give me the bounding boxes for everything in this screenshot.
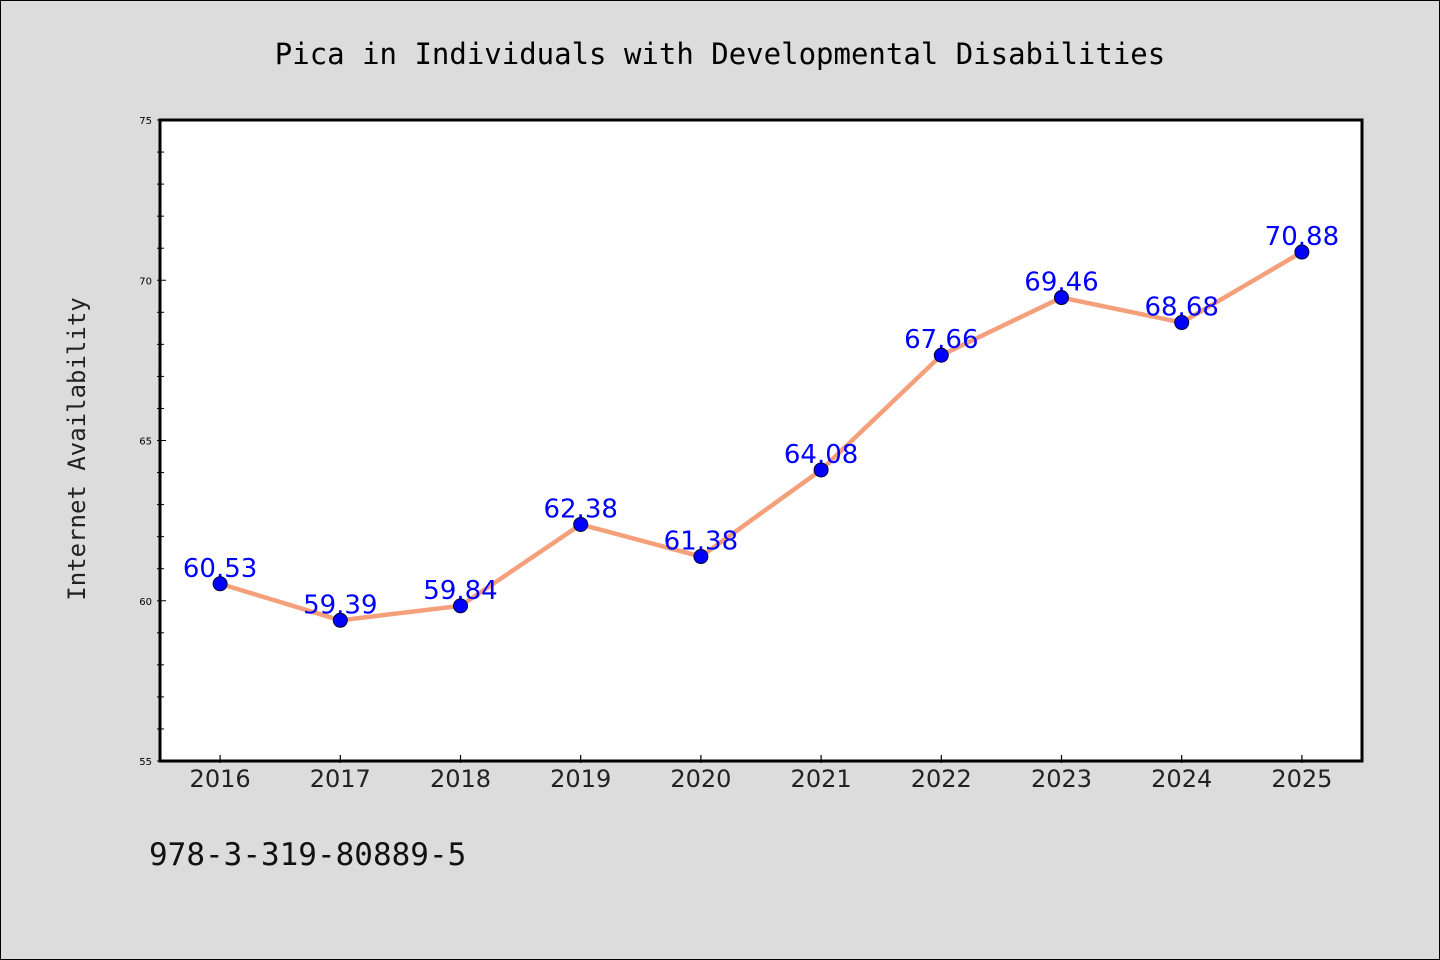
data-point <box>933 347 949 363</box>
x-tick-label: 2016 <box>190 765 251 793</box>
data-point <box>332 612 348 628</box>
y-axis-label: Internet Availability <box>63 297 91 600</box>
data-point <box>453 598 468 614</box>
x-tick-label: 2018 <box>430 765 491 793</box>
chart-title: Pica in Individuals with Developmental D… <box>275 37 1165 71</box>
isbn-footer: 978-3-319-80889-5 <box>149 837 466 873</box>
data-point <box>1054 290 1069 306</box>
y-tick-label: 70 <box>139 276 152 287</box>
y-tick-label: 65 <box>139 437 152 448</box>
x-tick-label: 2017 <box>310 765 371 793</box>
x-tick-label: 2025 <box>1271 765 1332 793</box>
data-point <box>813 462 829 478</box>
x-tick-label: 2021 <box>791 765 852 793</box>
x-axis: 2016 2017 2018 2019 2020 2021 2022 2023 2024 2025 <box>190 755 1332 793</box>
data-point <box>212 576 228 592</box>
series-line <box>217 249 1305 623</box>
x-tick-label: 2020 <box>670 765 731 793</box>
y-tick-label: 75 <box>139 116 152 127</box>
data-point <box>693 549 709 565</box>
plot-frame <box>158 118 1364 763</box>
x-tick-label: 2022 <box>911 765 972 793</box>
plot-area <box>160 120 1362 761</box>
data-point <box>573 516 589 532</box>
y-tick-label: 55 <box>139 757 152 768</box>
data-point <box>1174 315 1190 331</box>
data-markers <box>212 244 1310 628</box>
x-tick-label: 2019 <box>550 765 611 793</box>
x-tick-label: 2023 <box>1031 765 1092 793</box>
y-tick-label: 60 <box>139 597 152 608</box>
data-point <box>1294 244 1310 260</box>
x-tick-label: 2024 <box>1151 765 1212 793</box>
